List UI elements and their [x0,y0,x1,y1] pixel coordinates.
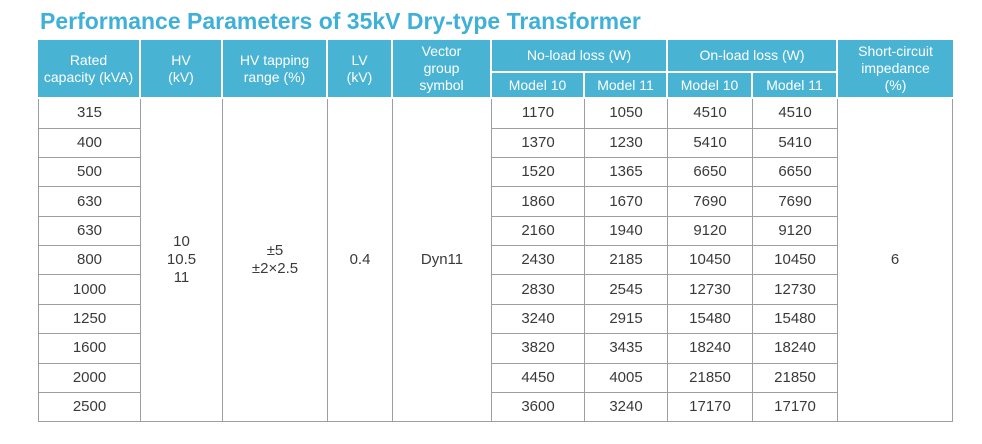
cell-on-load-model-10: 12730 [668,275,753,305]
cell-no-load-model-10: 2430 [492,246,585,276]
header-hv: HV (kV) [141,40,223,100]
header-on-load-model-10: Model 10 [668,73,753,100]
cell-on-load-model-11: 10450 [753,246,838,276]
header-group-row: Rated capacity (kVA) HV (kV) HV tapping … [38,40,953,100]
header-lv: LV (kV) [328,40,393,100]
cell-on-load-model-11: 12730 [753,275,838,305]
cell-no-load-model-11: 2545 [585,275,668,305]
header-short-circuit-impedance: Short-circuit impedance (%) [838,40,953,100]
performance-table: Rated capacity (kVA) HV (kV) HV tapping … [38,40,953,423]
cell-no-load-model-10: 1370 [492,128,585,158]
cell-rated-capacity: 1600 [38,334,141,364]
cell-no-load-model-10: 2160 [492,216,585,247]
cell-hv-tapping-values: ±5 ±2×2.5 [223,99,328,423]
cell-on-load-model-11: 7690 [753,187,838,217]
cell-on-load-model-10: 18240 [668,334,753,364]
cell-no-load-model-11: 2185 [585,246,668,276]
cell-short-circuit-impedance-value: 6 [838,99,953,423]
header-vector-group-symbol: Vector group symbol [393,40,492,100]
cell-no-load-model-11: 3240 [585,393,668,423]
cell-hv-values: 10 10.5 11 [141,99,223,423]
cell-rated-capacity: 1000 [38,275,141,305]
header-no-load-model-10: Model 10 [492,73,585,100]
cell-rated-capacity: 2000 [38,363,141,394]
cell-no-load-model-10: 3820 [492,334,585,364]
table-row: 315 10 10.5 11 ±5 ±2×2.5 0.4 Dyn11 1170 1050 45… [38,99,953,423]
header-no-load-loss: No-load loss (W) [492,40,668,74]
cell-on-load-model-10: 4510 [668,99,753,129]
cell-no-load-model-10: 3600 [492,393,585,423]
cell-on-load-model-11: 18240 [753,334,838,364]
cell-rated-capacity: 400 [38,128,141,158]
table-row: 500 1520 1365 6650 6650 [38,157,953,188]
cell-no-load-model-11: 1670 [585,187,668,217]
cell-on-load-model-10: 9120 [668,216,753,247]
table-row: 1250 3240 2915 15480 15480 [38,304,953,335]
header-on-load-loss: On-load loss (W) [668,40,838,74]
header-no-load-model-11: Model 11 [585,73,668,100]
cell-on-load-model-11: 9120 [753,216,838,247]
table-row: 630 2160 1940 9120 9120 [38,216,953,247]
cell-no-load-model-11: 1230 [585,128,668,158]
header-model-row: Model 10 Model 11 Model 10 Model 11 [38,73,953,100]
table-row: 1600 3820 3435 18240 18240 [38,334,953,364]
cell-rated-capacity: 1250 [38,304,141,335]
table-body: 315 10 10.5 11 ±5 ±2×2.5 0.4 Dyn11 1170 1050 45… [38,99,953,423]
table-row: 400 1370 1230 5410 5410 [38,128,953,158]
cell-on-load-model-11: 4510 [753,99,838,129]
cell-no-load-model-10: 1520 [492,157,585,188]
cell-no-load-model-10: 1860 [492,187,585,217]
cell-on-load-model-11: 21850 [753,363,838,394]
cell-rated-capacity: 315 [38,99,141,129]
cell-on-load-model-10: 10450 [668,246,753,276]
cell-on-load-model-10: 21850 [668,363,753,394]
cell-no-load-model-11: 2915 [585,304,668,335]
cell-rated-capacity: 800 [38,246,141,276]
cell-no-load-model-11: 4005 [585,363,668,394]
page-title: Performance Parameters of 35kV Dry-type … [40,8,641,34]
cell-on-load-model-11: 17170 [753,393,838,423]
cell-no-load-model-10: 1170 [492,99,585,129]
cell-lv-value: 0.4 [328,99,393,423]
cell-on-load-model-11: 15480 [753,304,838,335]
header-on-load-model-11: Model 11 [753,73,838,100]
cell-no-load-model-10: 3240 [492,304,585,335]
cell-on-load-model-10: 15480 [668,304,753,335]
cell-on-load-model-10: 5410 [668,128,753,158]
cell-no-load-model-11: 1050 [585,99,668,129]
table-row: 2000 4450 4005 21850 21850 [38,363,953,394]
header-hv-tapping-range: HV tapping range (%) [223,40,328,100]
cell-on-load-model-10: 7690 [668,187,753,217]
cell-on-load-model-10: 6650 [668,157,753,188]
cell-rated-capacity: 500 [38,157,141,188]
cell-on-load-model-11: 5410 [753,128,838,158]
table-row: 1000 2830 2545 12730 12730 [38,275,953,305]
cell-vector-group-value: Dyn11 [393,99,492,423]
cell-no-load-model-10: 4450 [492,363,585,394]
cell-rated-capacity: 630 [38,187,141,217]
cell-on-load-model-11: 6650 [753,157,838,188]
cell-rated-capacity: 2500 [38,393,141,423]
cell-rated-capacity: 630 [38,216,141,247]
table-row: 800 2430 2185 10450 10450 [38,246,953,276]
table-header: Rated capacity (kVA) HV (kV) HV tapping … [38,40,953,100]
cell-on-load-model-10: 17170 [668,393,753,423]
table-row: 2500 3600 3240 17170 17170 [38,393,953,423]
cell-no-load-model-11: 1940 [585,216,668,247]
cell-no-load-model-11: 1365 [585,157,668,188]
cell-no-load-model-11: 3435 [585,334,668,364]
cell-no-load-model-10: 2830 [492,275,585,305]
table-row: 630 1860 1670 7690 7690 [38,187,953,217]
header-rated-capacity: Rated capacity (kVA) [38,40,141,100]
